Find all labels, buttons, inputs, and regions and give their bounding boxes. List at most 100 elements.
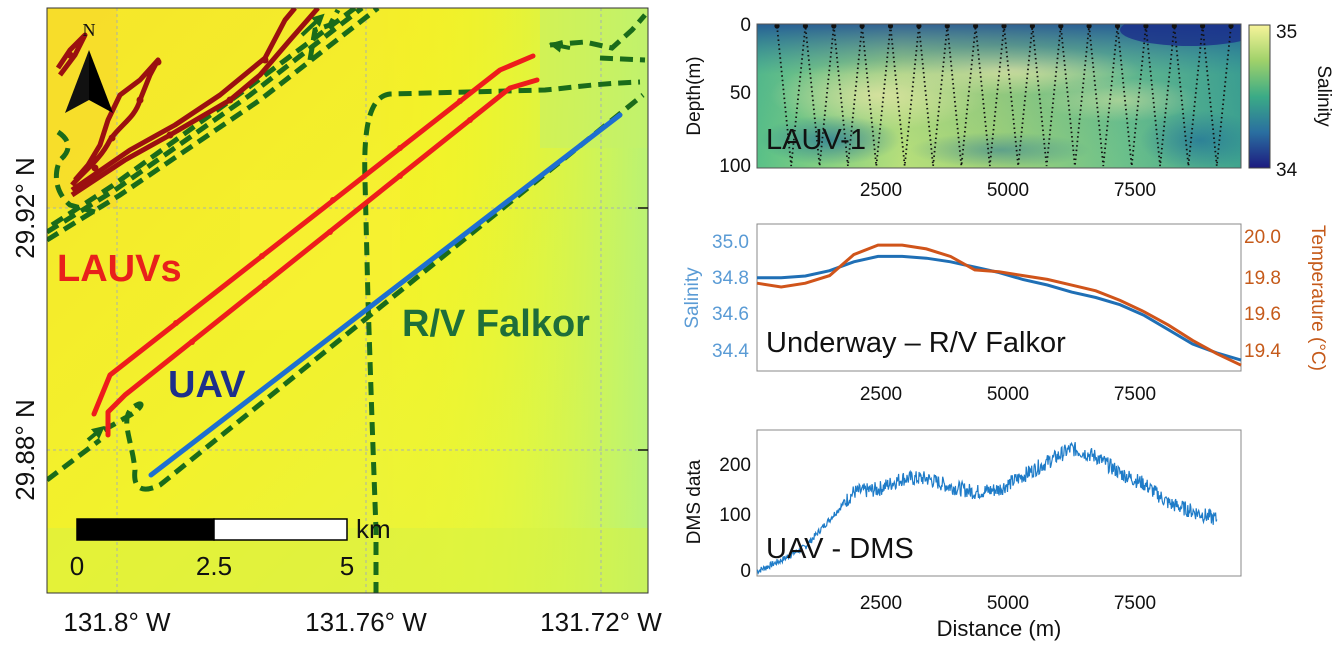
heatmap-surface xyxy=(757,24,1241,168)
colorbar-label: Salinity xyxy=(1313,65,1334,127)
map-frame xyxy=(46,7,649,594)
lauv-marker xyxy=(136,96,144,104)
lauv-marker xyxy=(327,229,333,235)
map-panel: N LAUVs UAV R/V Falkor km 0 2.5 5 xyxy=(47,8,648,593)
underway-xtick: 7500 xyxy=(1114,384,1156,405)
scale-bar-tick: 5 xyxy=(340,551,354,581)
yo-surface-point xyxy=(1228,24,1234,29)
lauv1-ytick: 50 xyxy=(730,83,751,104)
colorbar xyxy=(1248,24,1271,169)
lauv1-panel: LAUV-1 Depth(m) 0 50 100 2500 5000 7500 … xyxy=(684,15,1334,201)
lon-tick-label: 131.8° W xyxy=(63,607,171,637)
yo-surface-point xyxy=(1086,24,1092,29)
scale-bar-tick: 0 xyxy=(70,551,84,581)
lauv1-xtick: 5000 xyxy=(987,180,1029,201)
underway-xtick: 2500 xyxy=(860,384,902,405)
scale-bar-tick: 2.5 xyxy=(196,551,232,581)
lauv1-ytick: 0 xyxy=(740,15,751,36)
dms-series-line xyxy=(756,441,1218,575)
dms-ytick: 200 xyxy=(719,455,751,476)
yo-surface-point xyxy=(774,24,780,29)
dms-xtick: 7500 xyxy=(1114,593,1156,614)
lauv-marker xyxy=(189,339,195,345)
colorbar-tick: 35 xyxy=(1276,22,1297,43)
yo-surface-point xyxy=(973,24,979,29)
lauv-track-dark xyxy=(55,32,88,77)
lauv-track xyxy=(91,53,536,417)
lauv-marker xyxy=(330,197,336,203)
scale-bar-black xyxy=(76,518,215,541)
underway-ytick-right: 19.4 xyxy=(1244,341,1281,362)
scale-bar: km 0 2.5 5 xyxy=(70,514,391,581)
scale-bar-unit: km xyxy=(356,514,391,544)
yo-surface-point xyxy=(1001,24,1007,29)
falkor-track-segment xyxy=(599,55,646,63)
lauv-marker xyxy=(397,173,403,179)
heatmap-region xyxy=(1120,24,1241,46)
north-arrow-icon xyxy=(89,50,113,113)
yo-surface-point xyxy=(1114,24,1121,29)
yo-surface-point xyxy=(1200,24,1206,29)
yo-surface-point xyxy=(1171,24,1177,29)
lauv-track-markers xyxy=(66,51,269,172)
lauv-marker xyxy=(226,96,234,104)
yo-surface-point xyxy=(802,24,808,29)
yo-surface-point xyxy=(1029,24,1035,29)
lauv1-ylabel: Depth(m) xyxy=(684,56,705,135)
north-label: N xyxy=(83,20,96,40)
lauvs-label: LAUVs xyxy=(57,248,182,290)
dms-ytick: 0 xyxy=(740,561,751,582)
lat-tick-label: 29.88° N xyxy=(10,399,40,500)
lauv-marker xyxy=(154,58,162,66)
lauv-tracks xyxy=(91,53,540,438)
lauv-track-dark xyxy=(70,8,297,193)
falkor-track-segment xyxy=(50,8,357,228)
lauv-marker xyxy=(262,280,268,286)
north-arrow-icon xyxy=(65,50,89,113)
dms-ylabel: DMS data xyxy=(684,459,705,544)
underway-ytick-left: 34.4 xyxy=(712,341,749,362)
dms-xtick: 5000 xyxy=(987,593,1029,614)
dms-panel-label: UAV - DMS xyxy=(766,533,914,565)
falkor-arrow xyxy=(86,425,105,442)
yo-surface-point xyxy=(1058,24,1064,29)
falkor-arrow xyxy=(300,13,325,37)
lauv1-xtick: 2500 xyxy=(860,180,902,201)
falkor-track-segment xyxy=(53,129,96,215)
yo-surface-point xyxy=(916,24,922,29)
falkor-track-segment xyxy=(549,13,647,51)
temperature-series-line xyxy=(756,243,1242,367)
dms-ytick: 100 xyxy=(719,505,751,526)
lauv-track-ticks xyxy=(173,98,473,345)
underway-ytick-left: 35.0 xyxy=(712,232,749,253)
uav-track xyxy=(148,112,623,478)
lauv-marker xyxy=(397,145,403,151)
lauv-marker xyxy=(166,131,174,139)
lauv-marker xyxy=(108,134,116,142)
lauv-track-dark xyxy=(70,57,161,187)
dms-panel: UAV - DMS DMS data 200 100 0 2500 5000 7… xyxy=(684,429,1242,641)
lon-tick-label: 131.76° W xyxy=(305,607,427,637)
yo-profile-lines xyxy=(774,24,1234,167)
lauv-marker xyxy=(261,56,269,64)
uav-label: UAV xyxy=(168,364,246,406)
lauv1-ytick: 100 xyxy=(719,156,751,177)
underway-xtick: 5000 xyxy=(987,384,1029,405)
north-arrow: N xyxy=(65,20,113,113)
yo-surface-point xyxy=(944,24,950,29)
underway-ylabel-right: Temperature (°C) xyxy=(1307,225,1328,371)
underway-ylabel-left: Salinity xyxy=(682,267,703,329)
yo-surface-point xyxy=(1143,24,1149,29)
lauv-marker xyxy=(173,320,179,326)
falkor-track-segment xyxy=(362,79,641,593)
underway-ytick-left: 34.6 xyxy=(712,304,749,325)
colorbar-tick: 34 xyxy=(1276,160,1298,181)
yo-surface-point xyxy=(887,24,894,29)
underway-ytick-right: 19.8 xyxy=(1244,268,1281,289)
map-lat-ticks xyxy=(638,207,648,451)
dms-xtick: 2500 xyxy=(860,593,902,614)
underway-panel: Underway – R/V Falkor Salinity 35.0 34.8… xyxy=(682,223,1328,405)
yo-surface-point xyxy=(859,24,865,29)
lat-tick-label: 29.92° N xyxy=(10,157,40,258)
